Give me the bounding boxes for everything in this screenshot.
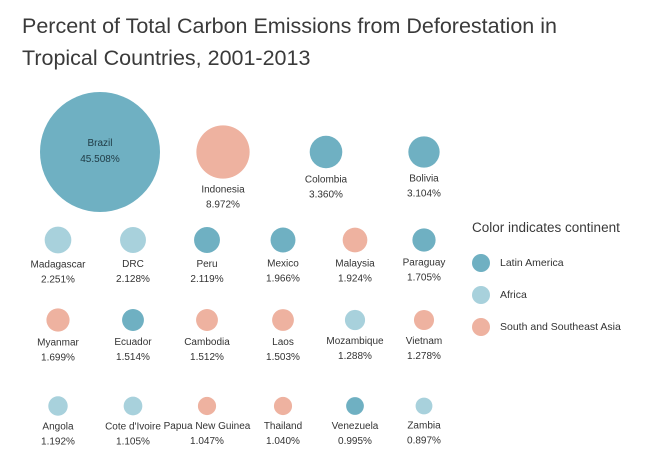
bubble-value-vietnam: 1.278% — [407, 351, 441, 362]
bubble-value-drc: 2.128% — [116, 274, 150, 285]
bubble-cambodia — [196, 309, 218, 331]
bubble-value-cambodia: 1.512% — [190, 352, 224, 363]
bubble-cote-d-ivoire — [123, 396, 143, 416]
bubble-value-angola: 1.192% — [41, 437, 75, 448]
chart-title: Percent of Total Carbon Emissions from D… — [22, 14, 557, 70]
bubble-laos — [272, 309, 294, 331]
bubble-label-colombia: Colombia — [305, 174, 348, 185]
bubble-label-drc: DRC — [122, 259, 144, 270]
bubble-madagascar — [44, 226, 72, 254]
bubble-value-papua-new-guinea: 1.047% — [190, 436, 224, 447]
bubble-label-peru: Peru — [196, 259, 217, 270]
bubble-label-thailand: Thailand — [264, 421, 302, 432]
legend-label-south-southeast-asia: South and Southeast Asia — [500, 321, 621, 333]
bubble-ecuador — [122, 309, 144, 331]
legend-label-latin-america: Latin America — [500, 257, 564, 269]
bubble-label-angola: Angola — [42, 422, 74, 433]
legend-swatch-africa — [472, 286, 490, 304]
legend-swatch-south-southeast-asia — [472, 318, 490, 336]
bubble-label-mexico: Mexico — [267, 258, 299, 269]
bubble-value-zambia: 0.897% — [407, 435, 441, 446]
legend: Color indicates continent Latin America … — [472, 220, 652, 343]
bubble-label-mozambique: Mozambique — [326, 336, 384, 347]
bubble-value-malaysia: 1.924% — [338, 273, 372, 284]
bubble-angola — [48, 396, 68, 416]
bubble-value-madagascar: 2.251% — [41, 274, 75, 285]
bubble-value-thailand: 1.040% — [266, 436, 300, 447]
bubble-value-paraguay: 1.705% — [407, 273, 441, 284]
bubble-value-venezuela: 0.995% — [338, 436, 372, 447]
bubble-value-mexico: 1.966% — [266, 273, 300, 284]
bubble-label-venezuela: Venezuela — [332, 421, 379, 432]
bubble-value-myanmar: 1.699% — [41, 353, 75, 364]
bubble-paraguay — [412, 228, 436, 252]
legend-item-latin-america: Latin America — [472, 247, 652, 279]
legend-item-africa: Africa — [472, 279, 652, 311]
bubble-thailand — [273, 396, 293, 416]
bubble-label-ecuador: Ecuador — [114, 337, 152, 348]
bubble-label-madagascar: Madagascar — [30, 259, 86, 270]
bubble-zambia — [415, 397, 433, 415]
bubble-drc — [120, 227, 146, 253]
bubble-value-brazil: 45.508% — [80, 154, 120, 165]
legend-label-africa: Africa — [500, 289, 527, 301]
bubble-value-cote-d-ivoire: 1.105% — [116, 436, 150, 447]
bubble-value-indonesia: 8.972% — [206, 200, 240, 211]
bubble-vietnam — [413, 309, 435, 331]
legend-item-south-southeast-asia: South and Southeast Asia — [472, 311, 652, 343]
bubble-value-colombia: 3.360% — [309, 189, 343, 200]
bubble-mexico — [270, 227, 296, 253]
legend-title: Color indicates continent — [472, 220, 620, 235]
bubble-label-malaysia: Malaysia — [335, 258, 375, 269]
bubble-label-papua-new-guinea: Papua New Guinea — [164, 421, 251, 432]
bubble-label-cambodia: Cambodia — [184, 337, 230, 348]
bubble-papua-new-guinea — [197, 396, 217, 416]
bubble-label-brazil: Brazil — [87, 138, 112, 149]
bubble-label-indonesia: Indonesia — [201, 185, 245, 196]
bubble-label-myanmar: Myanmar — [37, 338, 79, 349]
bubble-value-bolivia: 3.104% — [407, 189, 441, 200]
bubble-value-mozambique: 1.288% — [338, 351, 372, 362]
bubble-label-zambia: Zambia — [407, 420, 441, 431]
bubble-label-laos: Laos — [272, 337, 294, 348]
bubble-bolivia — [408, 136, 440, 168]
legend-swatch-latin-america — [472, 254, 490, 272]
bubble-myanmar — [46, 308, 70, 332]
bubble-label-vietnam: Vietnam — [406, 336, 443, 347]
bubble-value-ecuador: 1.514% — [116, 352, 150, 363]
bubble-mozambique — [344, 309, 366, 331]
bubble-label-bolivia: Bolivia — [409, 174, 439, 185]
bubble-indonesia — [196, 125, 250, 179]
bubble-venezuela — [346, 397, 364, 415]
bubble-value-peru: 2.119% — [190, 274, 223, 285]
bubble-colombia — [309, 135, 343, 169]
bubble-label-cote-d-ivoire: Cote d'Ivoire — [105, 421, 161, 432]
bubble-value-laos: 1.503% — [266, 352, 300, 363]
bubble-malaysia — [342, 227, 368, 253]
bubble-brazil — [40, 92, 160, 212]
bubble-label-paraguay: Paraguay — [403, 258, 446, 269]
bubble-peru — [194, 227, 220, 253]
